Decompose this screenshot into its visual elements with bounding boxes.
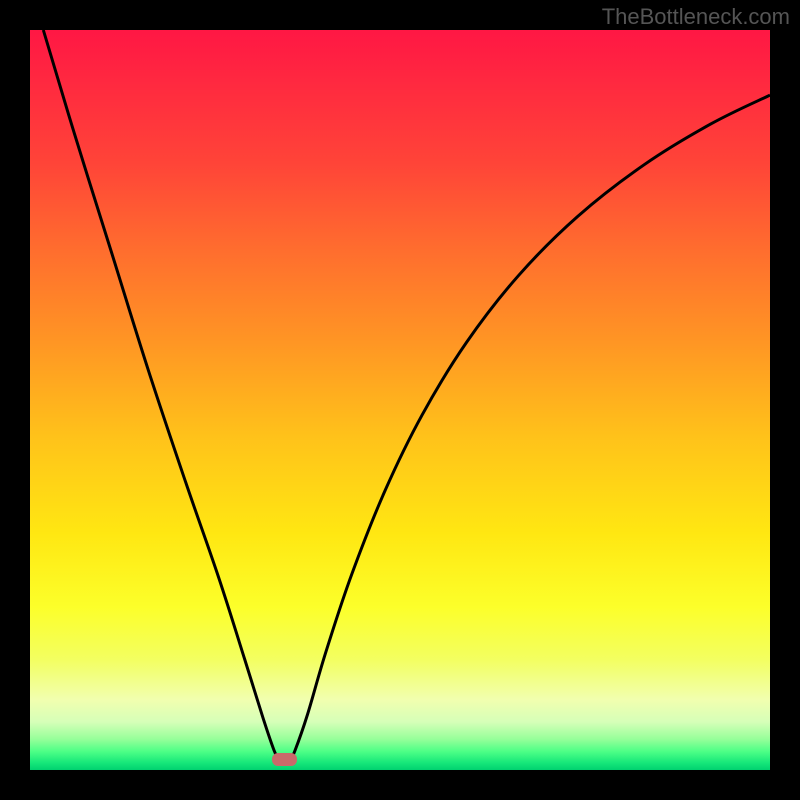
optimal-marker <box>272 753 297 766</box>
attribution-label: TheBottleneck.com <box>602 4 790 30</box>
bottleneck-curve <box>30 30 770 770</box>
chart-frame: TheBottleneck.com <box>0 0 800 800</box>
curve-left-branch <box>43 30 280 763</box>
plot-area <box>30 30 770 770</box>
curve-right-branch <box>289 95 770 762</box>
